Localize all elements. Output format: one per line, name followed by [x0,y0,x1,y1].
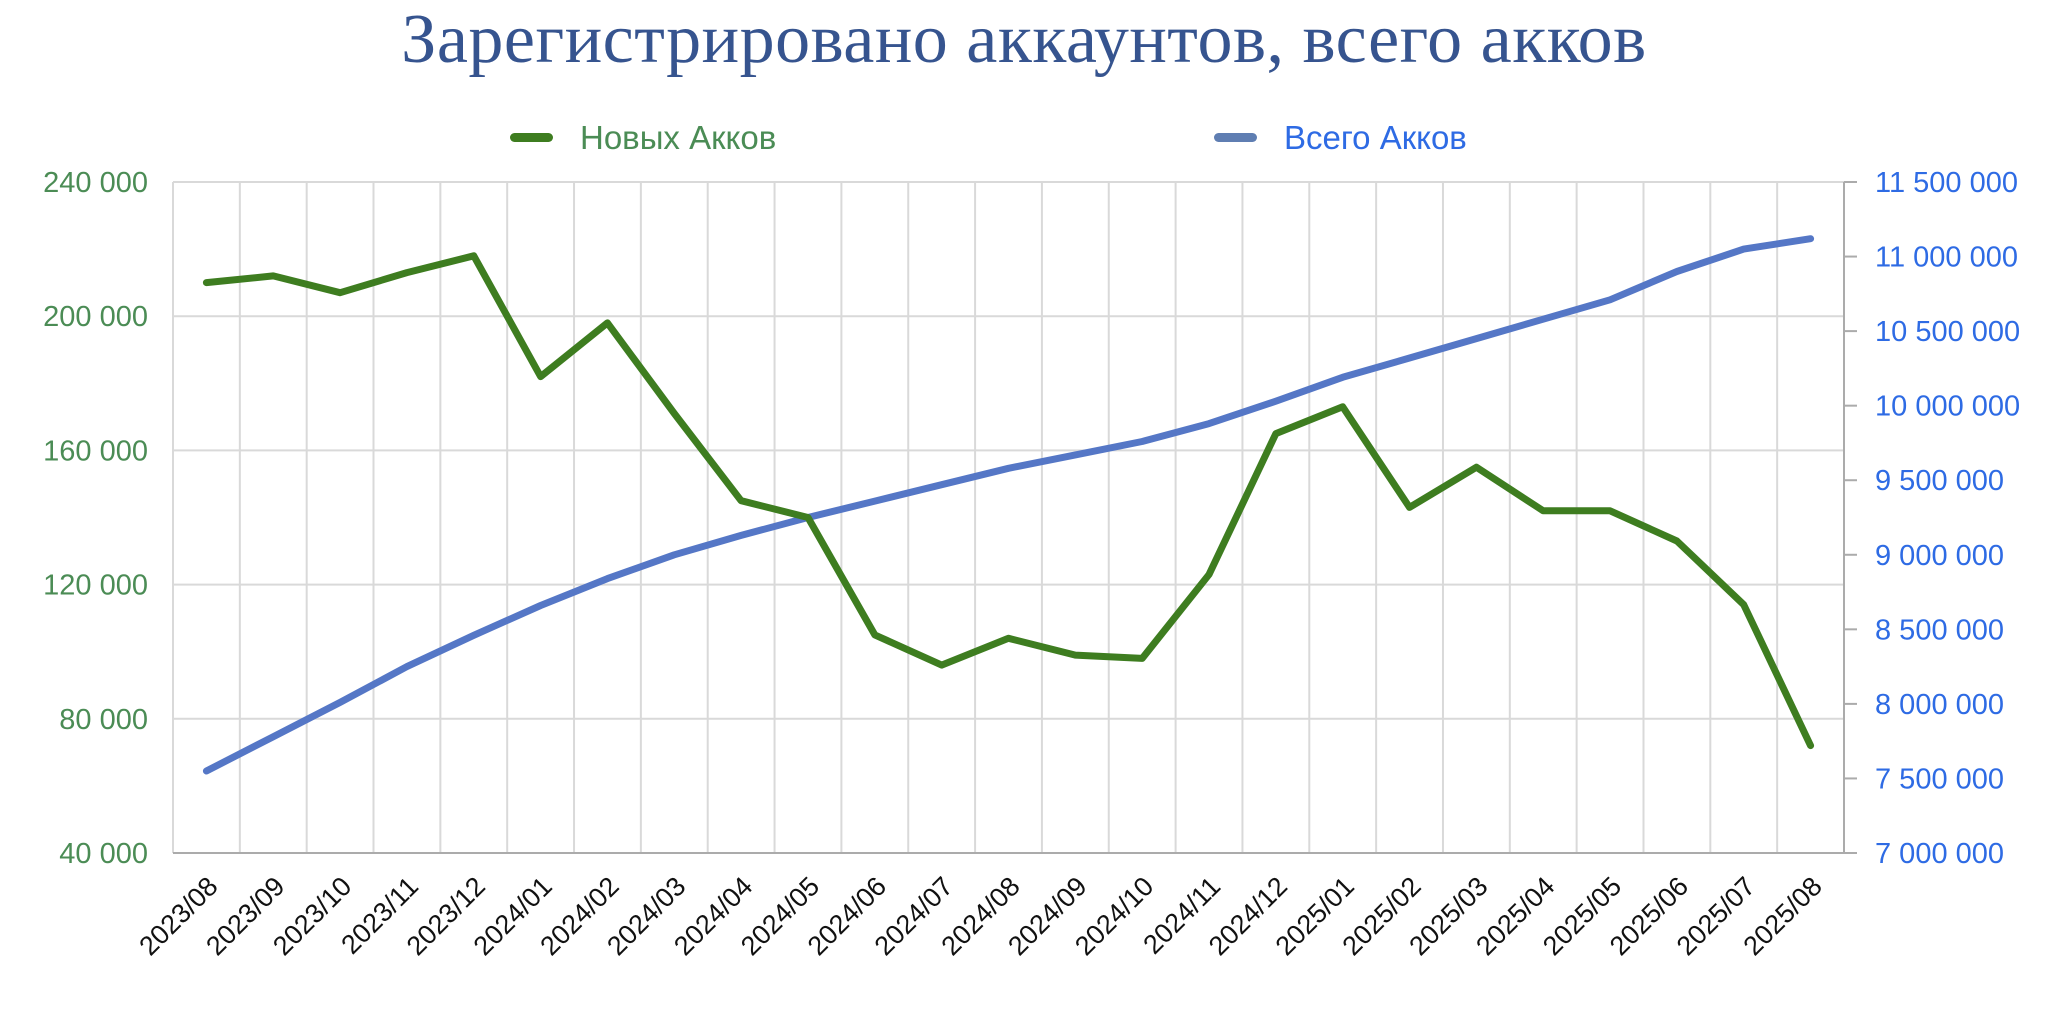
total-accounts-legend-label: Всего Акков [1284,118,1467,156]
right-axis-tick-label: 11 000 000 [1875,242,2018,274]
right-axis-tick-label: 9 500 000 [1875,465,2004,497]
right-axis-tick-label: 10 500 000 [1875,316,2020,348]
legend-item-total-accounts: Всего Акков [1214,114,1467,160]
total-accounts-legend-marker-icon [1214,132,1257,142]
left-axis-tick-label: 200 000 [43,301,148,333]
left-axis-labels: 240 000 200 000 160 000 120 000 80 000 40 000 [43,167,148,870]
right-axis-tick-label: 11 500 000 [1875,167,2018,199]
left-axis-tick-label: 80 000 [59,704,148,736]
right-axis-ticks [1844,181,1857,854]
gridlines [172,181,1845,854]
x-axis-labels: 2023/082023/092023/102023/112023/122024/… [133,871,1827,961]
new-accounts-legend-marker-icon [510,132,553,142]
series-line-new-accounts [202,252,1815,750]
new-accounts-legend-label: Новых Акков [580,118,777,156]
right-axis-tick-label: 7 500 000 [1875,763,2004,795]
left-axis-tick-label: 40 000 [59,838,148,870]
left-axis-tick-label: 240 000 [43,167,148,199]
left-axis-tick-label: 160 000 [43,435,148,467]
right-axis-tick-label: 10 000 000 [1875,391,2020,423]
right-axis-labels: 11 500 000 11 000 000 10 500 000 10 000 000… [1875,167,2020,870]
legend-item-new-accounts: Новых Акков [510,114,776,160]
series-line-total-accounts [202,235,1815,775]
right-axis-tick-label: 9 000 000 [1875,540,2004,572]
right-axis-tick-label: 8 000 000 [1875,689,2004,721]
right-axis-tick-label: 8 500 000 [1875,614,2004,646]
axis-lines [173,181,1857,854]
chart-title: Зарегистрировано аккаунтов, всего акков [401,1,1647,78]
left-axis-tick-label: 120 000 [43,570,148,602]
right-axis-tick-label: 7 000 000 [1875,838,2004,870]
